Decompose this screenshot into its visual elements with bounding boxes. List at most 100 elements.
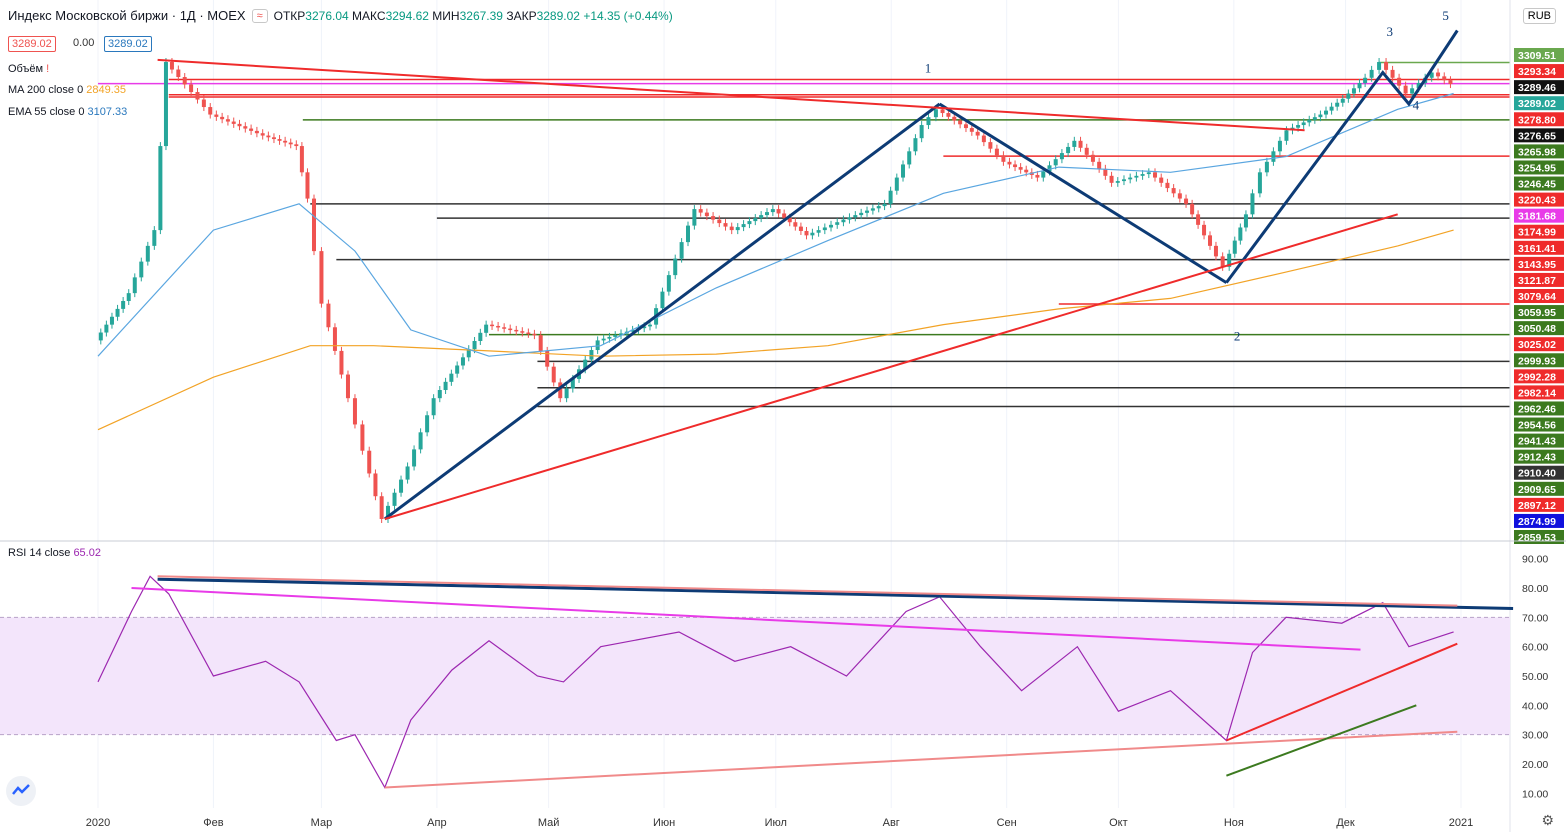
gear-icon[interactable]: ⚙ xyxy=(1541,812,1554,828)
rsi-trend-line xyxy=(1226,704,1417,777)
candle-body xyxy=(98,332,103,341)
candle-body xyxy=(1115,181,1120,183)
candle-body xyxy=(319,251,324,304)
candle-body xyxy=(1196,214,1201,225)
candle-body xyxy=(870,208,875,211)
ma200-line xyxy=(97,229,1454,431)
candle-body xyxy=(859,212,864,216)
rsi-tick-label: 50.00 xyxy=(1522,671,1548,683)
price-label-bg xyxy=(1514,64,1564,79)
candle-body xyxy=(412,449,417,467)
candle-body xyxy=(271,137,276,140)
candle-body xyxy=(729,226,734,231)
ema55-indicator[interactable]: EMA 55 close 0 3107.33 xyxy=(8,106,128,118)
candle-body xyxy=(1159,177,1164,183)
wave-label: 3 xyxy=(1387,24,1394,39)
candle-body xyxy=(1238,227,1243,241)
candle-body xyxy=(882,203,887,207)
buy-price[interactable]: 3289.02 xyxy=(104,36,152,52)
candle-body xyxy=(526,332,531,335)
candle-body xyxy=(449,373,454,382)
ma200-indicator[interactable]: MA 200 close 0 2849.35 xyxy=(8,84,127,96)
candle-body xyxy=(1146,172,1151,175)
rsi-tick-label: 90.00 xyxy=(1522,554,1548,566)
price-label-bg xyxy=(1514,321,1564,336)
candle-body xyxy=(1121,179,1126,182)
candle-body xyxy=(115,308,120,317)
candle-body xyxy=(607,336,612,339)
trend-line xyxy=(1225,29,1459,284)
candle-body xyxy=(1416,83,1421,89)
candle-body xyxy=(876,206,881,209)
candle-body xyxy=(1171,188,1176,194)
candle-body xyxy=(1307,119,1312,123)
candle-body xyxy=(759,215,764,219)
candle-body xyxy=(121,301,126,309)
sell-price[interactable]: 3289.02 xyxy=(8,36,56,52)
rsi-trend-line xyxy=(157,577,1514,610)
price-label: 3025.02 xyxy=(1518,339,1556,351)
price-label: 3079.64 xyxy=(1518,291,1556,303)
volume-indicator[interactable]: Объём ! xyxy=(8,63,50,75)
price-label-bg xyxy=(1514,128,1564,143)
candle-body xyxy=(1384,62,1389,70)
candle-body xyxy=(1397,77,1402,86)
price-label: 3276.65 xyxy=(1518,130,1556,142)
candle-body xyxy=(1301,122,1306,126)
price-label: 2910.40 xyxy=(1518,468,1556,480)
candle-body xyxy=(220,116,225,120)
candle-body xyxy=(1357,83,1362,89)
price-label-bg xyxy=(1514,224,1564,239)
candle-body xyxy=(940,109,945,114)
price-label: 3278.80 xyxy=(1518,114,1556,126)
candle-body xyxy=(888,190,893,204)
price-label-bg xyxy=(1514,80,1564,95)
price-label: 2874.99 xyxy=(1518,516,1556,528)
candle-body xyxy=(176,69,181,78)
candle-body xyxy=(1018,167,1023,170)
compare-icon[interactable]: ≈ xyxy=(251,8,268,23)
candle-body xyxy=(564,388,569,399)
price-label: 3161.41 xyxy=(1518,243,1556,255)
candle-body xyxy=(1296,125,1301,128)
candle-body xyxy=(1257,172,1262,194)
candle-body xyxy=(558,382,563,399)
x-tick-label: Мар xyxy=(311,817,333,829)
currency-tag[interactable]: RUB xyxy=(1522,8,1556,24)
candle-body xyxy=(698,209,703,213)
candle-body xyxy=(260,133,265,136)
candle-body xyxy=(1190,203,1195,215)
candle-body xyxy=(1250,193,1255,215)
price-label: 3181.68 xyxy=(1518,211,1556,223)
candle-body xyxy=(793,222,798,227)
candle-body xyxy=(770,209,775,213)
candle-body xyxy=(747,221,752,225)
candle-body xyxy=(182,77,187,85)
wave-label: 4 xyxy=(1413,97,1420,112)
rsi-tick-label: 70.00 xyxy=(1522,612,1548,624)
rsi-trend-line xyxy=(157,575,1458,607)
symbol-title[interactable]: Индекс Московской биржи · 1Д · MOEX xyxy=(8,8,246,23)
candle-body xyxy=(1363,77,1368,84)
candle-body xyxy=(1232,240,1237,254)
candle-body xyxy=(601,338,606,341)
rsi-tick-label: 30.00 xyxy=(1522,730,1548,742)
rsi-tick-label: 10.00 xyxy=(1522,788,1548,800)
candle-body xyxy=(214,114,219,117)
candle-body xyxy=(704,212,709,217)
rsi-trend-line xyxy=(1226,642,1458,742)
candle-body xyxy=(913,138,918,152)
warning-icon: ! xyxy=(46,63,50,75)
candle-body xyxy=(963,124,968,129)
price-label-bg xyxy=(1514,289,1564,303)
tradingview-logo-icon[interactable] xyxy=(6,776,36,806)
price-label: 2962.46 xyxy=(1518,403,1556,415)
candle-body xyxy=(975,131,980,136)
candle-body xyxy=(345,374,350,399)
rsi-indicator[interactable]: RSI 14 close 65.02 xyxy=(8,547,101,559)
price-label: 3293.34 xyxy=(1518,66,1556,78)
candle-body xyxy=(1213,245,1218,257)
candle-body xyxy=(472,340,477,350)
